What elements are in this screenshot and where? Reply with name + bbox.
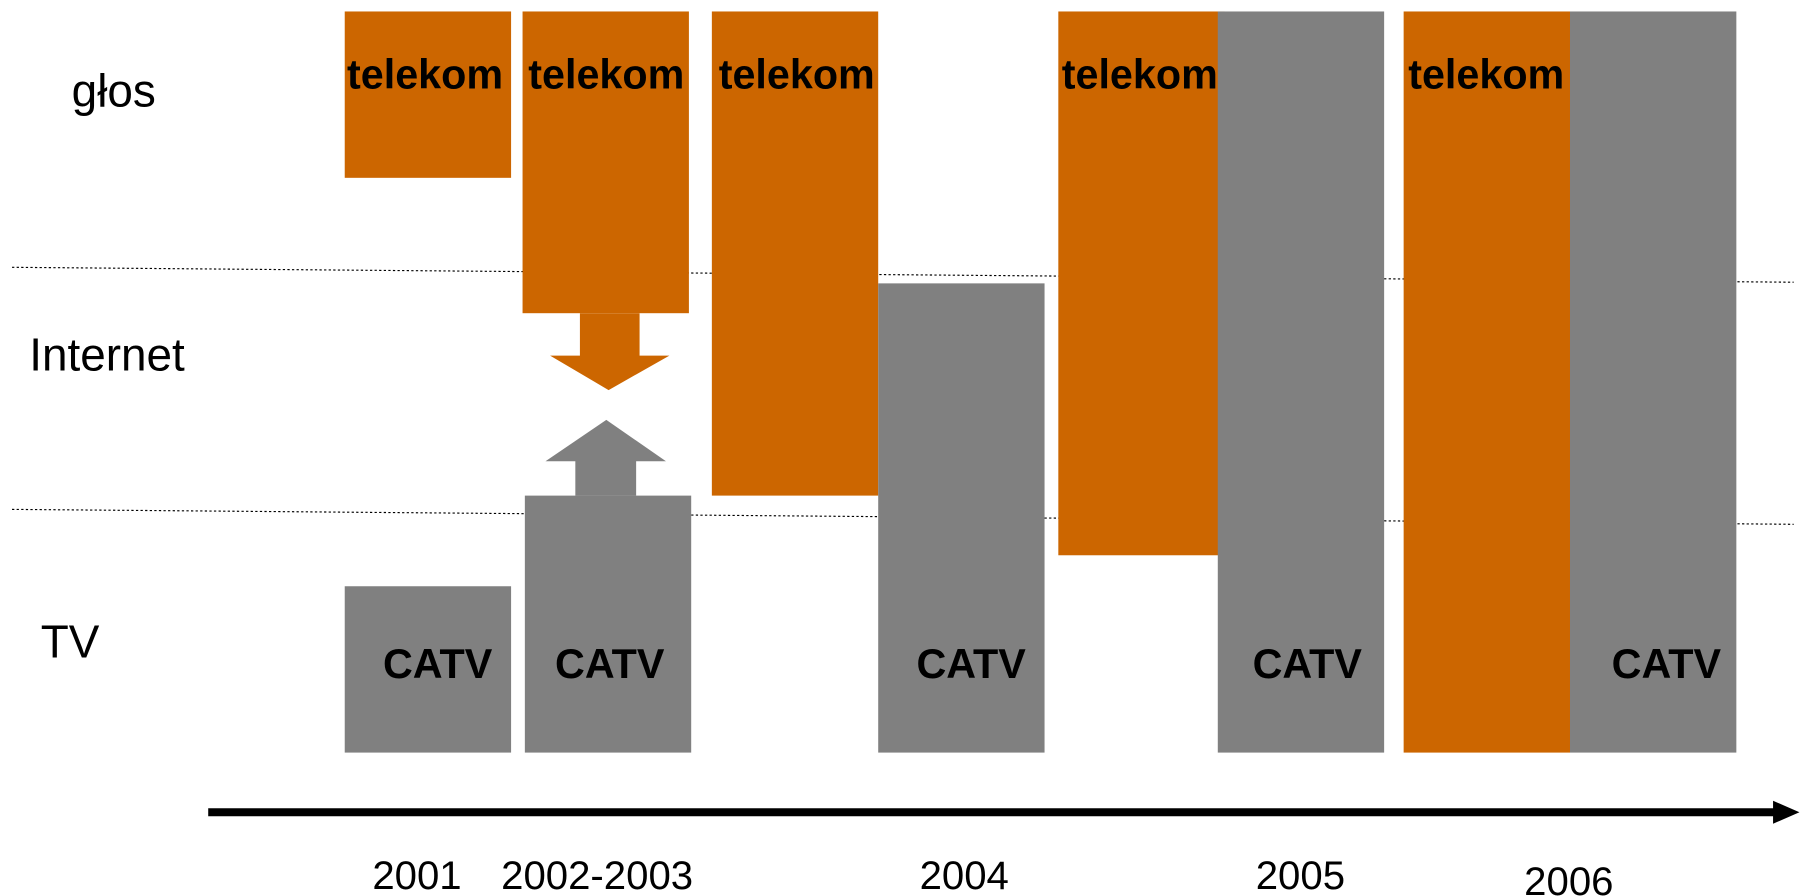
year-label: 2002-2003: [501, 853, 693, 896]
catv-block: [524, 495, 692, 753]
catv-block: [344, 586, 512, 753]
arrow-down: [550, 313, 670, 391]
year-label: 2001: [372, 853, 461, 896]
axis-arrowhead: [1773, 800, 1800, 824]
telekom-block: [344, 11, 512, 178]
row-label: Internet: [29, 329, 185, 381]
row-label: TV: [41, 615, 100, 667]
block-label: telekom: [719, 51, 875, 97]
separator: [12, 266, 1794, 283]
row-label: głos: [72, 65, 156, 117]
catv-block: [1217, 11, 1385, 753]
year-label: 2004: [920, 853, 1009, 896]
block-label: CATV: [1612, 641, 1722, 687]
block-label: CATV: [383, 641, 493, 687]
block-label: telekom: [347, 51, 503, 97]
telekom-block: [711, 11, 879, 496]
telekom-block: [1403, 11, 1570, 753]
catv-block: [878, 283, 1045, 753]
year-label: 2006: [1524, 859, 1613, 896]
block-label: CATV: [1253, 641, 1363, 687]
year-label: 2005: [1256, 853, 1345, 896]
arrow-up: [545, 419, 666, 496]
block-label: telekom: [1062, 51, 1218, 97]
block-label: CATV: [555, 641, 665, 687]
telekom-block: [522, 11, 689, 314]
block-label: telekom: [1408, 51, 1564, 97]
block-label: telekom: [528, 51, 684, 97]
catv-block: [1569, 11, 1737, 753]
block-label: CATV: [916, 641, 1026, 687]
telekom-block: [1058, 11, 1225, 556]
